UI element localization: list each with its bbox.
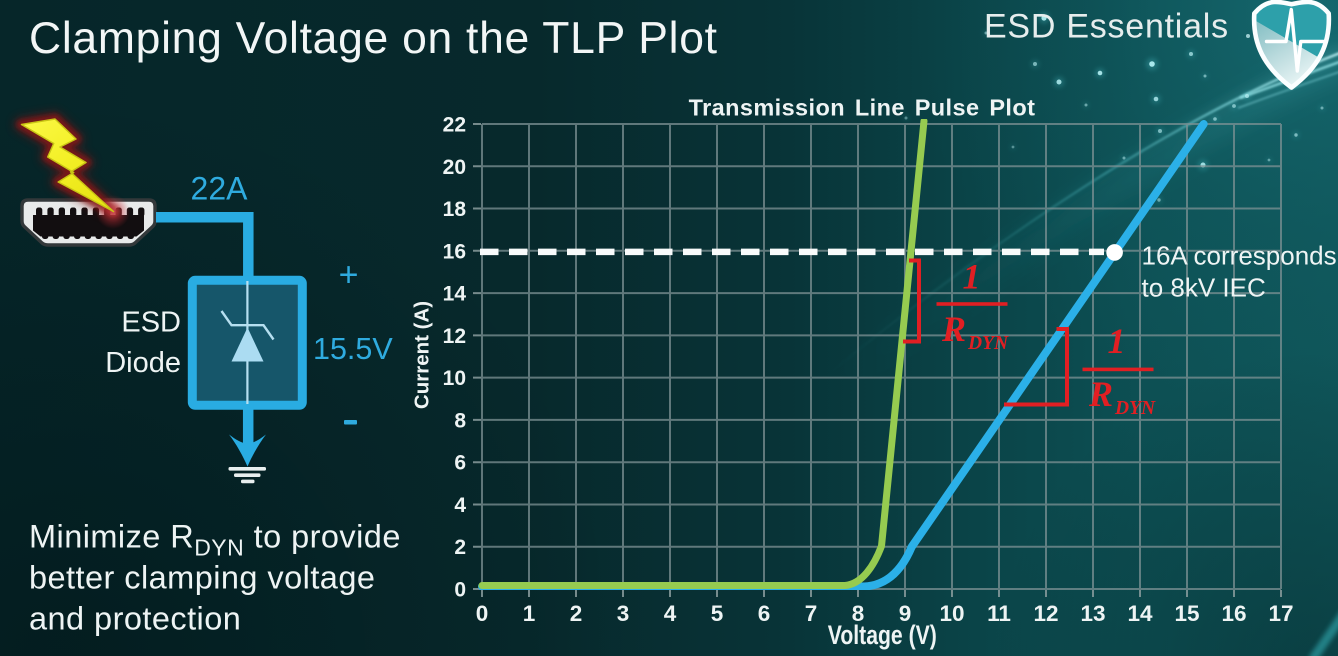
svg-text:Clamping Voltage on the TLP Pl: Clamping Voltage on the TLP Plot xyxy=(29,14,718,63)
svg-text:16: 16 xyxy=(443,240,466,263)
svg-text:15: 15 xyxy=(1174,601,1199,626)
svg-text:13: 13 xyxy=(1080,601,1105,626)
svg-text:15.5V: 15.5V xyxy=(313,332,393,366)
svg-text:0: 0 xyxy=(454,579,466,602)
svg-text:14: 14 xyxy=(1127,601,1153,626)
svg-text:4: 4 xyxy=(664,601,677,626)
svg-text:DYN: DYN xyxy=(967,333,1009,354)
svg-text:2: 2 xyxy=(454,536,466,559)
svg-text:8: 8 xyxy=(852,601,865,626)
svg-text:16A corresponds: 16A corresponds xyxy=(1142,241,1337,271)
svg-text:12: 12 xyxy=(443,325,466,348)
svg-text:3: 3 xyxy=(617,601,630,626)
svg-text:12: 12 xyxy=(1033,601,1058,626)
svg-text:6: 6 xyxy=(454,452,466,475)
svg-text:8: 8 xyxy=(454,409,466,432)
svg-text:Diode: Diode xyxy=(105,347,181,379)
svg-text:6: 6 xyxy=(758,601,771,626)
svg-text:18: 18 xyxy=(443,198,467,221)
svg-text:Voltage (V): Voltage (V) xyxy=(828,620,937,650)
svg-text:ESD Essentials: ESD Essentials xyxy=(984,8,1229,46)
svg-text:9: 9 xyxy=(899,601,912,626)
svg-text:+: + xyxy=(339,256,359,294)
svg-text:R: R xyxy=(941,309,966,349)
svg-text:to 8kV IEC: to 8kV IEC xyxy=(1142,272,1266,302)
svg-text:1: 1 xyxy=(523,601,536,626)
svg-text:Current (A): Current (A) xyxy=(411,301,434,409)
svg-text:0: 0 xyxy=(476,601,489,626)
svg-text:ESD: ESD xyxy=(121,307,181,339)
svg-text:11: 11 xyxy=(987,601,1011,626)
svg-text:22: 22 xyxy=(443,114,466,137)
svg-text:better clamping voltage: better clamping voltage xyxy=(29,560,375,596)
svg-text:14: 14 xyxy=(443,283,467,306)
svg-text:Transmission Line Pulse Plot: Transmission Line Pulse Plot xyxy=(689,95,1036,121)
svg-text:10: 10 xyxy=(443,367,466,390)
svg-text:R: R xyxy=(1088,374,1113,414)
svg-text:2: 2 xyxy=(570,601,583,626)
svg-text:20: 20 xyxy=(443,156,466,179)
svg-text:17: 17 xyxy=(1268,601,1293,626)
svg-text:1: 1 xyxy=(963,257,981,297)
svg-text:16: 16 xyxy=(1221,601,1246,626)
svg-text:and protection: and protection xyxy=(29,601,241,637)
svg-text:1: 1 xyxy=(1108,321,1126,361)
svg-text:10: 10 xyxy=(939,601,964,626)
svg-text:7: 7 xyxy=(805,601,818,626)
svg-text:22A: 22A xyxy=(191,171,249,207)
svg-text:4: 4 xyxy=(454,494,466,517)
svg-text:5: 5 xyxy=(711,601,724,626)
svg-text:DYN: DYN xyxy=(1114,398,1156,419)
